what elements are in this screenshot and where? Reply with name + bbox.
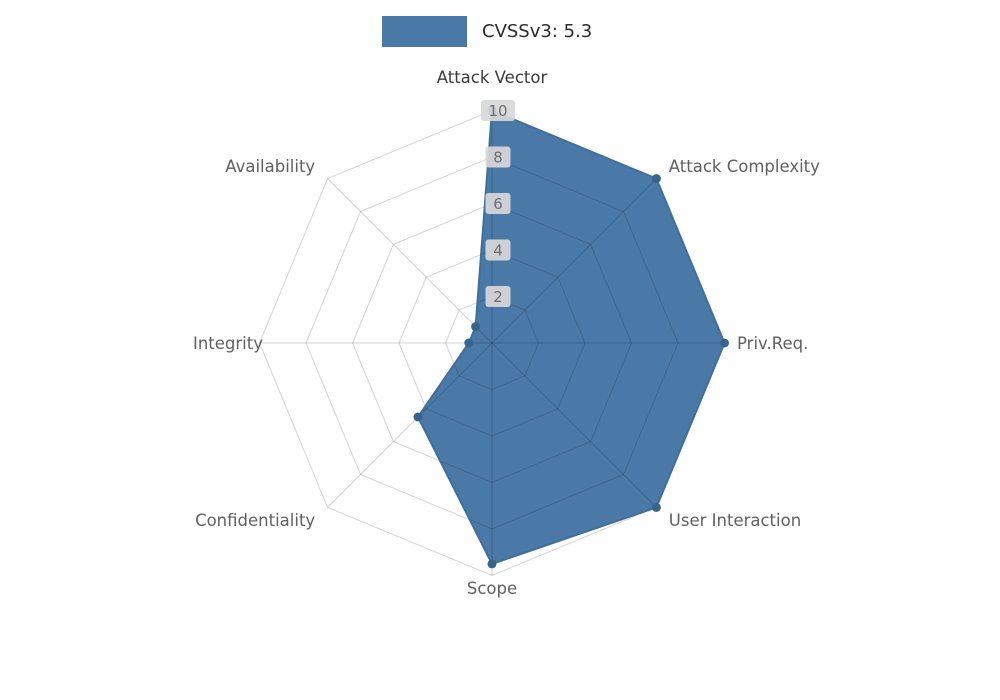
axis-label-confidentiality: Confidentiality — [195, 511, 315, 530]
series-point — [651, 502, 661, 512]
series-point — [720, 338, 729, 348]
series-point — [471, 322, 481, 332]
radial-tick-label: 6 — [493, 195, 503, 213]
legend-swatch — [382, 16, 467, 47]
series-point — [413, 412, 423, 422]
legend: CVSSv3: 5.3 — [382, 16, 592, 47]
axis-label-user-interaction: User Interaction — [669, 511, 801, 530]
radial-tick-label: 4 — [493, 242, 503, 260]
radial-tick-label: 10 — [488, 102, 507, 120]
series-area — [418, 110, 725, 564]
series-point — [651, 174, 661, 184]
axis-label-attack-vector: Attack Vector — [437, 68, 548, 87]
radial-tick-label: 8 — [493, 149, 503, 167]
axis-label-integrity: Integrity — [193, 334, 263, 353]
radial-tick-label: 2 — [493, 288, 503, 306]
axis-label-priv-req: Priv.Req. — [737, 334, 808, 353]
axis-label-scope: Scope — [467, 579, 517, 598]
axis-label-availability: Availability — [225, 157, 315, 176]
radial-tick-labels: 2 4 6 8 10 — [481, 100, 515, 307]
series-point — [464, 338, 474, 348]
series-point — [487, 559, 497, 569]
legend-label: CVSSv3: 5.3 — [482, 20, 593, 42]
radar-grid — [258, 109, 726, 577]
axis-label-attack-complexity: Attack Complexity — [669, 157, 820, 176]
